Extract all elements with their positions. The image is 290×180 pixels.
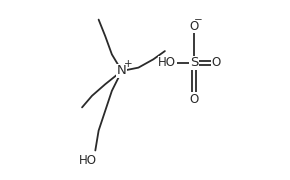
Text: N: N — [117, 64, 127, 77]
Text: S: S — [190, 56, 198, 69]
Text: O: O — [212, 56, 221, 69]
Text: HO: HO — [79, 154, 97, 167]
Text: +: + — [124, 59, 133, 69]
Text: HO: HO — [158, 56, 176, 69]
Text: O: O — [189, 93, 198, 106]
Text: −: − — [194, 15, 203, 25]
Text: O: O — [189, 20, 198, 33]
